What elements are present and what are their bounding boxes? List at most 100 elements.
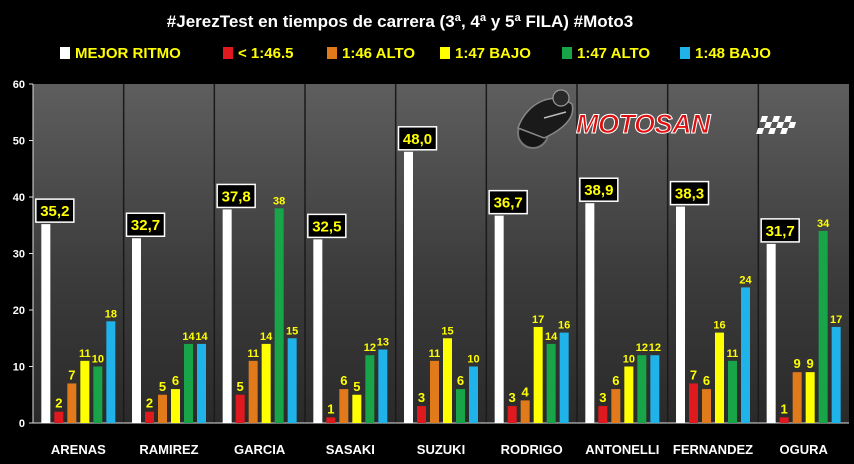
data-label-box bbox=[216, 183, 256, 209]
bar bbox=[766, 243, 776, 423]
bar bbox=[287, 338, 297, 423]
data-label: 12 bbox=[649, 342, 661, 354]
y-tick-label: 40 bbox=[13, 192, 25, 204]
bar bbox=[404, 151, 413, 424]
data-label: 12 bbox=[364, 342, 376, 354]
bar bbox=[805, 372, 815, 423]
data-label: 15 bbox=[286, 325, 298, 337]
bar bbox=[792, 372, 802, 423]
bar bbox=[171, 389, 180, 423]
data-label: 34 bbox=[817, 218, 830, 230]
x-tick-label: RODRIGO bbox=[501, 442, 563, 457]
bar bbox=[715, 332, 724, 423]
data-label-box bbox=[397, 126, 438, 151]
bar bbox=[689, 383, 698, 423]
data-label: 17 bbox=[830, 314, 842, 326]
bar bbox=[520, 400, 530, 423]
bar bbox=[313, 239, 323, 423]
bar bbox=[365, 355, 375, 423]
legend-swatch bbox=[562, 47, 572, 59]
data-label: 6 bbox=[172, 373, 179, 388]
data-label-box bbox=[488, 189, 528, 215]
bar bbox=[274, 208, 284, 423]
data-label: 37,8 bbox=[222, 188, 251, 205]
bar bbox=[80, 360, 90, 423]
bar bbox=[54, 411, 64, 423]
bar bbox=[818, 230, 828, 423]
bar bbox=[145, 411, 154, 423]
bar bbox=[585, 203, 595, 423]
data-label: 48,0 bbox=[403, 131, 432, 148]
bar bbox=[559, 332, 569, 423]
bar bbox=[417, 406, 426, 423]
data-label: 5 bbox=[237, 379, 244, 394]
data-label: 6 bbox=[703, 373, 710, 388]
bar bbox=[41, 224, 51, 423]
data-label: 14 bbox=[260, 331, 273, 343]
x-tick-label: RAMIREZ bbox=[139, 442, 198, 457]
y-tick-label: 30 bbox=[13, 249, 25, 261]
data-label-box bbox=[307, 213, 347, 239]
data-label: 10 bbox=[467, 354, 479, 366]
data-label: 11 bbox=[429, 348, 441, 360]
bar bbox=[546, 343, 556, 423]
bar bbox=[339, 389, 349, 423]
bar bbox=[158, 394, 167, 423]
data-label: 12 bbox=[636, 342, 648, 354]
data-label: 1 bbox=[327, 401, 334, 416]
data-label: 6 bbox=[340, 373, 347, 388]
bars bbox=[41, 151, 841, 424]
data-label-box bbox=[579, 177, 619, 202]
y-tick-label: 0 bbox=[19, 418, 25, 430]
data-label: 18 bbox=[105, 308, 117, 320]
legend-swatch bbox=[223, 47, 233, 59]
data-label: 14 bbox=[545, 331, 558, 343]
data-label: 5 bbox=[353, 379, 360, 394]
data-label-box bbox=[125, 212, 166, 237]
legend-entry: 1:46 ALTO bbox=[342, 45, 415, 62]
data-label: 6 bbox=[457, 373, 464, 388]
data-label: 15 bbox=[441, 325, 453, 337]
bar bbox=[624, 366, 634, 423]
data-label: 17 bbox=[532, 314, 544, 326]
data-label: 9 bbox=[794, 356, 801, 371]
motosan-logo-text: MOTOSAN bbox=[576, 109, 711, 139]
checkered-flag-icon bbox=[756, 116, 797, 134]
data-label-box bbox=[35, 198, 75, 223]
bar bbox=[235, 394, 245, 423]
x-tick-label: GARCIA bbox=[234, 442, 286, 457]
bar bbox=[494, 215, 504, 423]
x-tick-label: FERNANDEZ bbox=[673, 442, 753, 457]
legend-entry: < 1:46.5 bbox=[238, 45, 293, 62]
data-label: 3 bbox=[599, 390, 606, 405]
bar bbox=[469, 366, 478, 423]
legend-entry: 1:47 BAJO bbox=[455, 45, 531, 62]
data-label: 11 bbox=[727, 348, 739, 360]
bar bbox=[650, 355, 660, 423]
data-label: 5 bbox=[159, 379, 166, 394]
x-tick-label: SUZUKI bbox=[417, 442, 465, 457]
bar bbox=[728, 360, 737, 423]
bar bbox=[197, 343, 206, 423]
chart-title: #JerezTest en tiempos de carrera (3ª, 4ª… bbox=[167, 12, 633, 31]
bar bbox=[248, 360, 258, 423]
data-label: 1 bbox=[781, 401, 788, 416]
bar bbox=[378, 349, 388, 423]
data-label: 6 bbox=[612, 373, 619, 388]
legend-swatch bbox=[440, 47, 450, 59]
data-label: 9 bbox=[807, 356, 814, 371]
data-label: 31,7 bbox=[766, 223, 795, 240]
data-label: 11 bbox=[79, 348, 91, 360]
bar bbox=[443, 338, 452, 423]
data-label: 36,7 bbox=[494, 195, 523, 212]
data-label-box bbox=[760, 218, 800, 243]
y-axis: 0 10 20 30 40 50 60 bbox=[13, 79, 849, 430]
x-tick-label: ARENAS bbox=[51, 442, 106, 457]
bar bbox=[430, 360, 439, 423]
data-label: 32,5 bbox=[312, 218, 341, 235]
data-label: 11 bbox=[247, 348, 259, 360]
bar bbox=[222, 209, 232, 423]
bar bbox=[676, 206, 685, 423]
